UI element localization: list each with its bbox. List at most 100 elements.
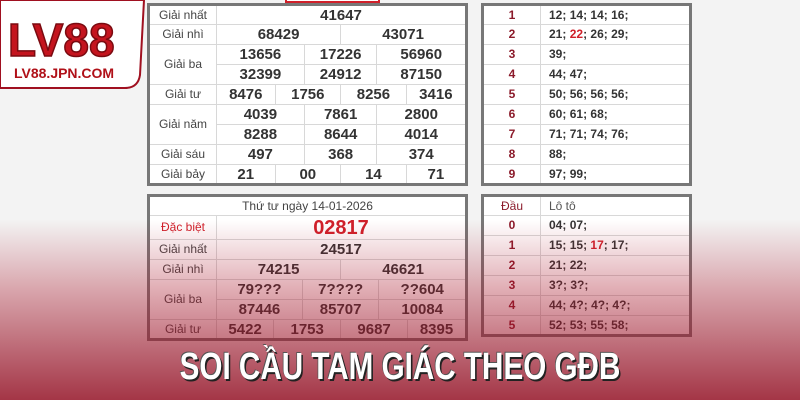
head-digit: 1 bbox=[482, 4, 541, 25]
prize-number: 374 bbox=[376, 144, 467, 165]
head-digit: 4 bbox=[482, 64, 541, 85]
prize-number: 46621 bbox=[340, 259, 467, 280]
headline: SOI CẦU TAM GIÁC THEO GĐB bbox=[179, 346, 621, 388]
prize-label: Giải bảy bbox=[148, 164, 217, 185]
head-digit: 1 bbox=[482, 235, 541, 256]
loto-number: 52 bbox=[549, 317, 563, 332]
loto-number: 4? bbox=[591, 298, 606, 312]
loto-number: 88 bbox=[549, 147, 563, 161]
loto-number: 97 bbox=[549, 166, 563, 181]
loto-number: 12 bbox=[549, 7, 563, 22]
loto-list: 04; 07; bbox=[540, 215, 691, 236]
prize-number: ??604 bbox=[378, 279, 467, 300]
loto-number: 60 bbox=[549, 107, 563, 121]
loto-number: 53 bbox=[569, 317, 584, 332]
prize-label: Giải tư bbox=[148, 319, 217, 340]
loto-list: 88; bbox=[540, 144, 691, 165]
loto-number: 15 bbox=[549, 238, 563, 252]
prize-number: 4039 bbox=[216, 104, 305, 125]
head-digit: 3 bbox=[482, 44, 541, 65]
prize-number: 7861 bbox=[303, 104, 378, 125]
loto-number: 04 bbox=[549, 218, 563, 232]
head-digit: 7 bbox=[482, 124, 541, 145]
prize-number: 87150 bbox=[376, 64, 467, 85]
loto-number: 44 bbox=[549, 67, 563, 81]
col-header-head: Đầu bbox=[482, 195, 541, 216]
loto-list: 21; 22; bbox=[540, 255, 691, 276]
prize-number: 41647 bbox=[216, 4, 467, 25]
loto-number: 16 bbox=[611, 7, 625, 22]
prize-label: Giải năm bbox=[148, 104, 217, 145]
loto-number: 17 bbox=[611, 238, 625, 252]
prize-label: Giải nhì bbox=[148, 259, 217, 280]
date-header: Thứ tư ngày 14-01-2026 bbox=[148, 195, 467, 216]
prize-label: Giải ba bbox=[148, 44, 217, 85]
prize-number: 7???? bbox=[301, 279, 380, 300]
head-digit: 5 bbox=[482, 315, 541, 336]
prize-number: 79??? bbox=[216, 279, 303, 300]
loto-list: 15; 15; 17; 17; bbox=[540, 235, 691, 256]
loto-number: 44 bbox=[549, 298, 563, 312]
loto-number: 47 bbox=[569, 67, 584, 81]
head-digit: 2 bbox=[482, 255, 541, 276]
loto-number: 61 bbox=[569, 107, 584, 121]
loto-list: 71; 71; 74; 76; bbox=[540, 124, 691, 145]
loto-number: 21 bbox=[549, 27, 563, 41]
prize-number: 32399 bbox=[216, 64, 305, 85]
prize-number: 02817 bbox=[216, 215, 467, 240]
loto-list: 97; 99; bbox=[540, 164, 691, 185]
loto-number: 14 bbox=[590, 7, 604, 22]
loto-number: 14 bbox=[569, 7, 584, 22]
prize-number: 5422 bbox=[215, 319, 275, 340]
prize-number: 43071 bbox=[340, 24, 467, 45]
prize-number: 21 bbox=[216, 164, 276, 185]
prize-number: 1753 bbox=[273, 319, 342, 340]
logo: LV88 LV88.JPN.COM bbox=[0, 0, 146, 89]
prize-number: 8395 bbox=[407, 319, 467, 340]
prize-number: 3416 bbox=[405, 84, 468, 105]
head-digit: 4 bbox=[482, 295, 541, 316]
loto-list: 21; 22; 26; 29; bbox=[540, 24, 691, 45]
head-digit: 6 bbox=[482, 104, 541, 125]
loto-number: 99 bbox=[569, 166, 584, 181]
prize-number: 8644 bbox=[303, 124, 378, 145]
loto-number: 71 bbox=[549, 127, 563, 141]
head-digit: 9 bbox=[482, 164, 541, 185]
loto-list: 44; 47; bbox=[540, 64, 691, 85]
prize-number: 87446 bbox=[216, 299, 303, 320]
loto-number: 21 bbox=[549, 258, 563, 272]
loto-number: 07 bbox=[569, 218, 584, 232]
loto-number: 50 bbox=[549, 87, 563, 101]
loto-number: 39 bbox=[549, 47, 563, 61]
loto-number: 22 bbox=[569, 27, 584, 41]
loto-number: 68 bbox=[590, 107, 604, 121]
head-digit: 0 bbox=[482, 215, 541, 236]
results-table-top: Giải nhất 41647 Giải nhì 68429 43071 Giải ba 1… bbox=[147, 3, 468, 186]
prize-number: 2800 bbox=[376, 104, 467, 125]
prize-number: 8288 bbox=[216, 124, 305, 145]
results-table-bottom: Thứ tư ngày 14-01-2026 Đặc biệt 02817 Giải … bbox=[147, 194, 468, 341]
prize-number: 85707 bbox=[301, 299, 380, 320]
prize-number: 56960 bbox=[376, 44, 467, 65]
loto-number: 55 bbox=[590, 317, 604, 332]
loto-list: 44; 4?; 4?; 4?; bbox=[540, 295, 691, 316]
loto-number: 15 bbox=[569, 238, 584, 252]
loto-number: 71 bbox=[569, 127, 584, 141]
loto-table-bottom: Đầu Lô tô 0 04; 07; 1 15; 15; 17; 17; 2 21; 2… bbox=[481, 194, 692, 337]
loto-list: 50; 56; 56; 56; bbox=[540, 84, 691, 105]
loto-number: 58 bbox=[611, 317, 625, 332]
prize-number: 1756 bbox=[274, 84, 342, 105]
prize-number: 10084 bbox=[378, 299, 467, 320]
prize-number: 74215 bbox=[215, 259, 342, 280]
prize-number: 68429 bbox=[215, 24, 342, 45]
prize-label: Giải tư bbox=[148, 84, 217, 105]
head-digit: 8 bbox=[482, 144, 541, 165]
loto-number: 3? bbox=[570, 278, 585, 292]
col-header-loto: Lô tô bbox=[540, 195, 691, 216]
prize-number: 9687 bbox=[340, 319, 409, 340]
prize-label: Giải ba bbox=[148, 279, 217, 320]
prize-number: 24517 bbox=[216, 239, 467, 260]
logo-text: LV88 bbox=[8, 14, 115, 66]
prize-number: 497 bbox=[216, 144, 305, 165]
loto-number: 29 bbox=[611, 27, 625, 41]
